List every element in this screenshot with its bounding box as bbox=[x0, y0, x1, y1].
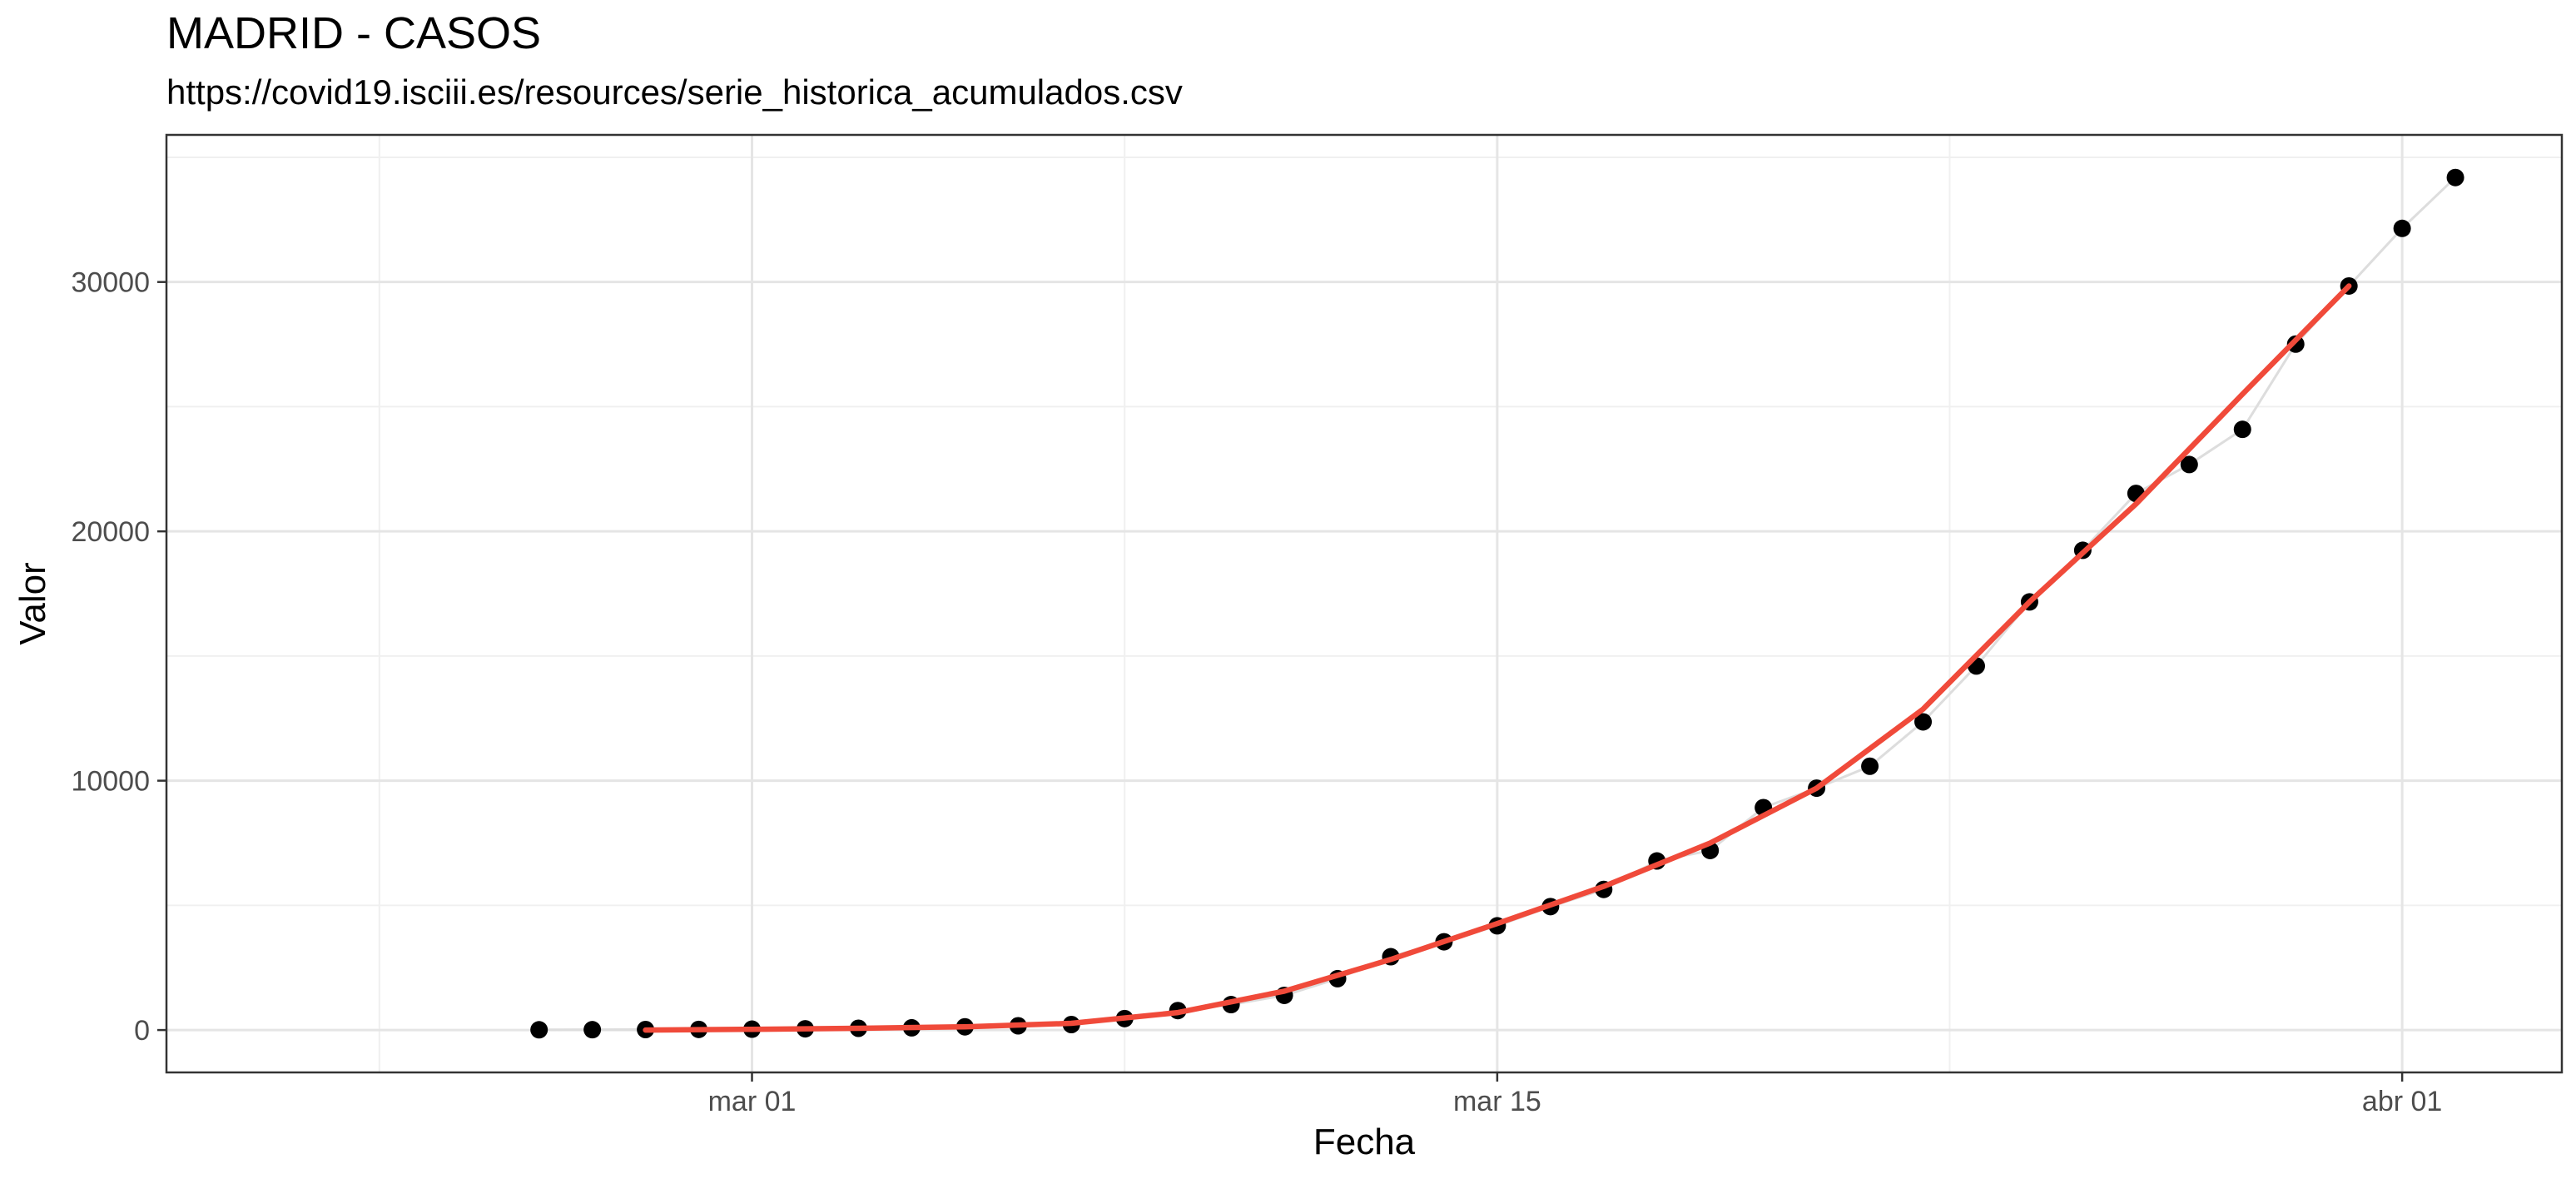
data-point bbox=[2446, 168, 2464, 187]
chart-subtitle: https://covid19.isciii.es/resources/seri… bbox=[166, 72, 1183, 112]
data-point bbox=[2393, 219, 2411, 237]
y-tick-label: 30000 bbox=[71, 267, 150, 299]
axes: 0 10000 20000 30000 mar 01 mar 15 abr 01 bbox=[71, 267, 2442, 1117]
trend-lines bbox=[643, 283, 2352, 1033]
data-point bbox=[1861, 757, 1879, 775]
y-axis-label: Valor bbox=[12, 562, 53, 644]
y-tick-label: 10000 bbox=[71, 766, 150, 798]
data-point bbox=[2286, 335, 2305, 353]
x-tick-label: mar 15 bbox=[1453, 1086, 1541, 1117]
chart-title: MADRID - CASOS bbox=[166, 8, 542, 58]
panel-background bbox=[166, 135, 2562, 1072]
x-axis-label: Fecha bbox=[1313, 1122, 1416, 1162]
data-point bbox=[2180, 455, 2198, 474]
minor-gridlines bbox=[166, 135, 2562, 1072]
y-tick-label: 20000 bbox=[71, 516, 150, 548]
panel-border bbox=[165, 133, 2564, 1074]
x-tick-label: abr 01 bbox=[2362, 1086, 2442, 1117]
y-tick-label: 0 bbox=[134, 1015, 150, 1047]
data-point bbox=[1914, 713, 1933, 731]
data-point bbox=[2233, 420, 2251, 439]
data-point bbox=[530, 1021, 548, 1039]
trend-line bbox=[643, 283, 2352, 1033]
data-point bbox=[583, 1021, 602, 1039]
x-tick-label: mar 01 bbox=[708, 1086, 797, 1117]
